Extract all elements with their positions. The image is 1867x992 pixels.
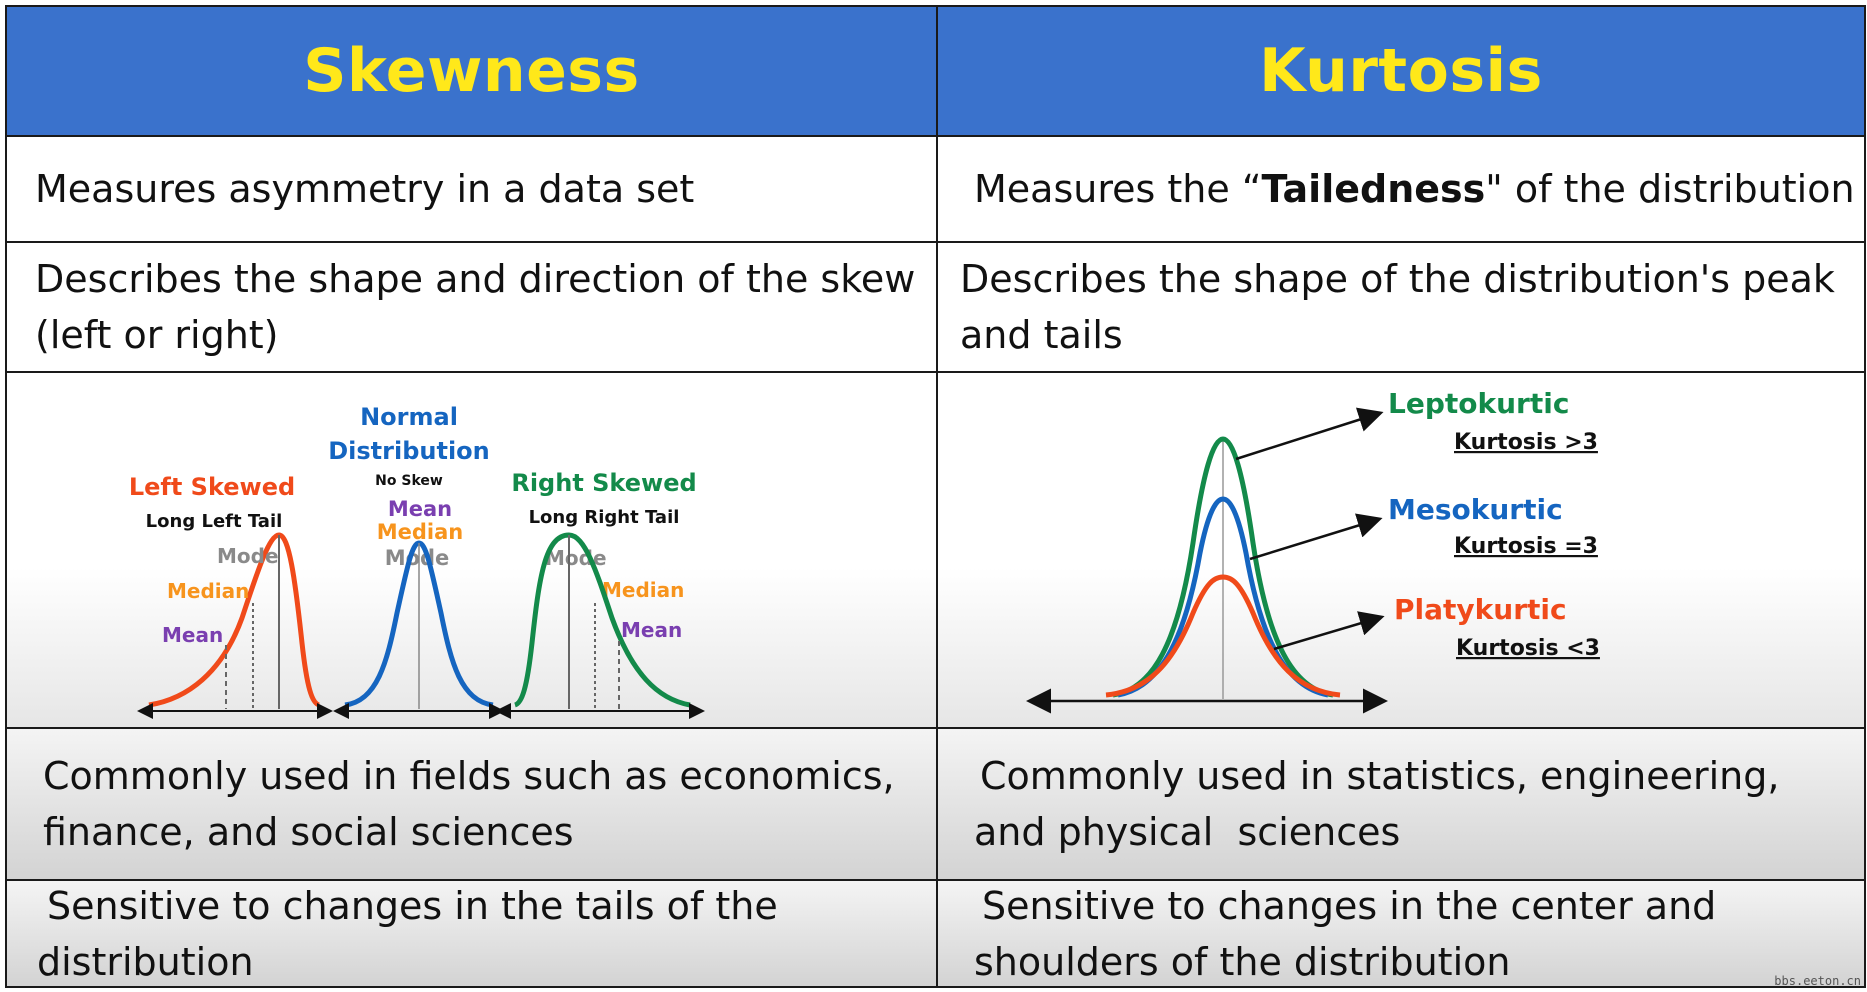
left-skewed-median-label: Median bbox=[167, 579, 249, 603]
kurtosis-usage-line1: Commonly used in statistics, engineering… bbox=[980, 754, 1780, 798]
right-skewed-mean-label: Mean bbox=[621, 618, 682, 642]
header-skewness: Skewness bbox=[7, 7, 938, 137]
skewness-shape-cell: Describes the shape and direction of the… bbox=[7, 243, 938, 373]
skewness-shape-line2: (left or right) bbox=[35, 313, 279, 357]
platykurtic-value: Kurtosis <3 bbox=[1456, 636, 1600, 661]
header-skewness-title: Skewness bbox=[303, 36, 640, 106]
mesokurtic-label: Mesokurtic bbox=[1388, 493, 1563, 526]
platykurtic-arrow bbox=[1273, 611, 1385, 651]
normal-title-line1: Normal bbox=[360, 403, 458, 431]
skewness-shape-line1: Describes the shape and direction of the… bbox=[35, 257, 916, 301]
left-skewed-chart: Left Skewed Long Left Tail Mode Median M… bbox=[129, 473, 333, 719]
kurtosis-diagram-cell: Leptokurtic Kurtosis >3 Mesokurtic Kurto… bbox=[938, 373, 1864, 729]
skewness-definition: Measures asymmetry in a data set bbox=[35, 167, 695, 211]
leptokurtic-arrow bbox=[1235, 407, 1384, 461]
platykurtic-curve bbox=[1105, 574, 1341, 698]
normal-mode-label: Mode bbox=[385, 546, 450, 570]
header-kurtosis: Kurtosis bbox=[938, 7, 1864, 137]
kurtosis-shape-line1: Describes the shape of the distribution'… bbox=[960, 257, 1835, 301]
skewness-shape-text: Describes the shape and direction of the… bbox=[35, 251, 915, 363]
skewness-usage-text: Commonly used in fields such as economic… bbox=[43, 748, 895, 860]
kurtosis-usage-cell: Commonly used in statistics, engineering… bbox=[938, 729, 1864, 881]
left-skewed-mode-label: Mode bbox=[217, 544, 279, 568]
kurtosis-shape-text: Describes the shape of the distribution'… bbox=[960, 251, 1835, 363]
kurtosis-sensitivity-line2: shoulders of the distribution bbox=[974, 939, 1511, 984]
mesokurtic-value: Kurtosis =3 bbox=[1454, 534, 1598, 559]
kurtosis-sensitivity-cell: Sensitive to changes in the center and s… bbox=[938, 881, 1864, 986]
kurtosis-diagram: Leptokurtic Kurtosis >3 Mesokurtic Kurto… bbox=[1026, 387, 1600, 714]
skewness-sensitivity-line2: distribution bbox=[37, 939, 254, 984]
mesokurtic-arrow bbox=[1249, 513, 1383, 561]
leptokurtic-curve bbox=[1112, 436, 1334, 698]
normal-subtitle: No Skew bbox=[375, 473, 443, 489]
kurtosis-definition: Measures the “Tailedness" of the distrib… bbox=[974, 161, 1855, 217]
kurtosis-shape-cell: Describes the shape of the distribution'… bbox=[938, 243, 1864, 373]
kurtosis-definition-prefix: Measures the “ bbox=[974, 167, 1262, 211]
right-skewed-subtitle: Long Right Tail bbox=[529, 507, 680, 528]
normal-mean-label: Mean bbox=[388, 497, 452, 521]
platykurtic-label: Platykurtic bbox=[1394, 593, 1567, 626]
kurtosis-definition-cell: Measures the “Tailedness" of the distrib… bbox=[938, 137, 1864, 243]
right-skewed-mode-label: Mode bbox=[545, 546, 607, 570]
left-skewed-title: Left Skewed bbox=[129, 473, 295, 501]
header-kurtosis-title: Kurtosis bbox=[1259, 36, 1543, 106]
kurtosis-sensitivity-text: Sensitive to changes in the center and s… bbox=[974, 881, 1716, 986]
kurtosis-definition-bold: Tailedness bbox=[1261, 167, 1486, 211]
kurtosis-usage-line2: and physical sciences bbox=[974, 810, 1401, 854]
skewness-sensitivity-text: Sensitive to changes in the tails of the… bbox=[37, 881, 778, 986]
left-skewed-subtitle: Long Left Tail bbox=[146, 511, 283, 532]
kurtosis-shape-line2: and tails bbox=[960, 313, 1123, 357]
leptokurtic-value: Kurtosis >3 bbox=[1454, 430, 1598, 455]
skewness-sensitivity-line1: Sensitive to changes in the tails of the bbox=[47, 883, 778, 928]
right-skewed-title: Right Skewed bbox=[511, 469, 696, 497]
kurtosis-definition-suffix: " of the distribution bbox=[1485, 167, 1855, 211]
skewness-definition-cell: Measures asymmetry in a data set bbox=[7, 137, 938, 243]
leptokurtic-label: Leptokurtic bbox=[1388, 387, 1569, 420]
skewness-diagram-cell: Left Skewed Long Left Tail Mode Median M… bbox=[7, 373, 938, 729]
right-skewed-median-label: Median bbox=[602, 578, 684, 602]
comparison-table: Skewness Kurtosis Measures asymmetry in … bbox=[5, 5, 1866, 988]
right-skewed-chart: Right Skewed Long Right Tail Mode Median… bbox=[495, 469, 705, 719]
skewness-usage-line2: finance, and social sciences bbox=[43, 810, 574, 854]
skewness-usage-cell: Commonly used in fields such as economic… bbox=[7, 729, 938, 881]
skewness-sensitivity-cell: Sensitive to changes in the tails of the… bbox=[7, 881, 938, 986]
normal-median-label: Median bbox=[377, 520, 464, 544]
skewness-diagram: Left Skewed Long Left Tail Mode Median M… bbox=[129, 403, 705, 719]
normal-distribution-chart: Normal Distribution No Skew Mean Median … bbox=[328, 403, 505, 719]
skewness-usage-line1: Commonly used in fields such as economic… bbox=[43, 754, 895, 798]
mesokurtic-curve bbox=[1117, 496, 1329, 698]
left-skewed-mean-label: Mean bbox=[162, 623, 223, 647]
kurtosis-sensitivity-line1: Sensitive to changes in the center and bbox=[982, 883, 1717, 928]
normal-title-line2: Distribution bbox=[328, 437, 490, 465]
kurtosis-usage-text: Commonly used in statistics, engineering… bbox=[974, 748, 1779, 860]
watermark: bbs.eeton.cn bbox=[1774, 974, 1861, 988]
